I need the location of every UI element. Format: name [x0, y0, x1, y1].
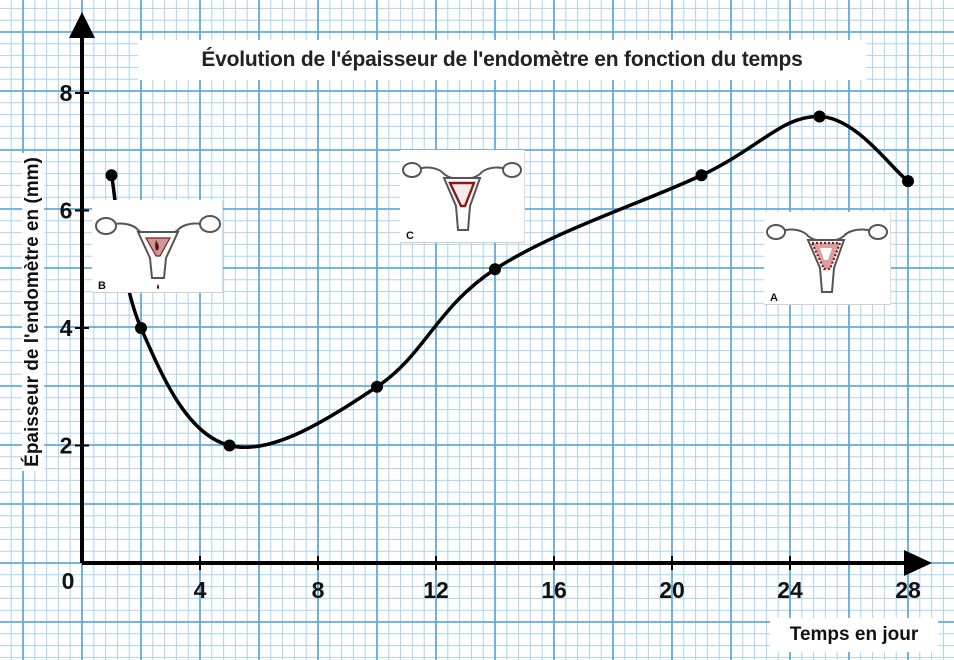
x-tick-label: 24 [777, 577, 803, 603]
y-tick-label: 6 [60, 198, 73, 224]
series-line [109, 114, 910, 449]
data-point [371, 380, 383, 393]
origin-label: 0 [62, 568, 75, 594]
x-tick-label: 8 [312, 577, 325, 603]
y-axis-label-box: Épaisseur de l'endomètre en (mm) [18, 122, 48, 502]
x-tick-label: 4 [194, 577, 207, 603]
data-point [695, 169, 708, 182]
y-tick-label: 4 [60, 315, 73, 341]
data-points [105, 110, 914, 452]
uterus-label-a: A [770, 292, 778, 304]
x-axis-label: Temps en jour [789, 624, 919, 645]
x-tick-label: 20 [659, 577, 685, 603]
x-tick-label: 16 [541, 577, 567, 603]
x-tick-label: 28 [895, 577, 921, 603]
x-axis-arrow [904, 550, 932, 576]
chart-title-box: Évolution de l'épaisseur de l'endomètre … [138, 40, 866, 80]
data-point [813, 110, 826, 123]
axes [69, 12, 932, 576]
uterus-label-b: B [98, 280, 106, 292]
uterus-illustration-b: B [92, 200, 223, 293]
data-point [223, 439, 236, 452]
chart-title: Évolution de l'épaisseur de l'endomètre … [201, 48, 803, 71]
uterus-illustration-c: C [400, 150, 525, 243]
data-point [105, 169, 118, 182]
y-tick-label: 2 [60, 433, 73, 459]
y-tick-label: 8 [60, 80, 73, 106]
data-point [135, 322, 147, 334]
data-point [902, 175, 914, 188]
x-tick-label: 12 [423, 577, 449, 603]
y-axis-arrow [69, 12, 95, 38]
uterus-label-c: C [406, 230, 414, 242]
data-point [489, 263, 501, 276]
uterus-illustration-a: A [764, 212, 891, 305]
x-axis-label-box: Temps en jour [770, 618, 938, 652]
y-axis-label: Épaisseur de l'endomètre en (mm) [22, 153, 44, 471]
